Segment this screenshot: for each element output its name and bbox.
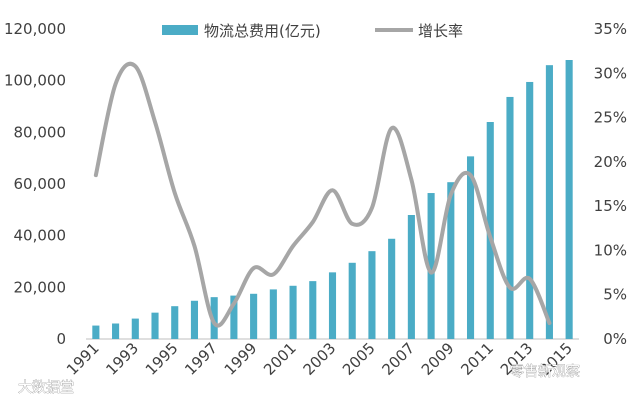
bar-1996 xyxy=(190,300,199,339)
left-tick-label: 100,000 xyxy=(4,72,66,90)
bar-2007 xyxy=(407,215,415,339)
watermark-left: 大数据堂 xyxy=(18,380,74,396)
x-tick-label: 2001 xyxy=(260,339,300,379)
bar-2001 xyxy=(289,285,297,339)
growth-rate-line xyxy=(93,61,552,328)
bar-2009 xyxy=(447,182,455,339)
left-tick-label: 40,000 xyxy=(14,227,67,245)
right-tick-label: 10% xyxy=(594,241,627,259)
x-tick-label: 2011 xyxy=(457,339,497,379)
legend-label-line: 增长率 xyxy=(418,22,463,40)
right-tick-label: 35% xyxy=(594,20,627,38)
bar-2004 xyxy=(348,262,356,339)
watermark-right: 零售新观察 xyxy=(510,363,580,380)
bar-2005 xyxy=(368,251,376,339)
left-axis-ticks: 0 20,000 40,000 60,000 80,000 100,000 120,000 xyxy=(4,20,66,348)
line-series xyxy=(93,61,552,328)
left-tick-label: 60,000 xyxy=(14,175,67,193)
bar-series xyxy=(92,60,573,340)
right-tick-label: 20% xyxy=(594,153,627,171)
x-tick-label: 2005 xyxy=(339,339,379,379)
bar-2012 xyxy=(506,96,514,339)
x-tick-label: 1995 xyxy=(142,339,182,379)
bar-2006 xyxy=(388,238,396,339)
x-tick-label: 1993 xyxy=(102,339,142,379)
bar-2008 xyxy=(427,193,435,339)
legend: 物流总费用(亿元) 增长率 xyxy=(162,22,463,40)
x-tick-label: 2007 xyxy=(378,339,418,379)
right-tick-label: 15% xyxy=(594,197,627,215)
bar-2014 xyxy=(545,65,553,340)
legend-label-bar: 物流总费用(亿元) xyxy=(204,22,321,40)
x-tick-label: 1997 xyxy=(181,339,221,379)
left-tick-label: 80,000 xyxy=(14,123,67,141)
bar-1993 xyxy=(131,318,139,339)
bar-1991 xyxy=(92,325,100,339)
bar-2002 xyxy=(309,281,317,339)
left-tick-label: 20,000 xyxy=(14,278,67,296)
bar-2003 xyxy=(328,272,337,339)
bar-2015 xyxy=(565,60,573,339)
legend-swatch-bar xyxy=(162,25,198,35)
bar-1997 xyxy=(210,297,218,339)
bar-1998 xyxy=(230,295,238,339)
x-tick-label: 2009 xyxy=(418,339,458,379)
bar-1999 xyxy=(250,293,258,339)
right-tick-label: 30% xyxy=(594,64,627,82)
bar-2011 xyxy=(486,122,494,339)
right-tick-label: 25% xyxy=(594,109,627,127)
right-tick-label: 0% xyxy=(603,330,627,348)
left-tick-label: 120,000 xyxy=(4,20,66,38)
bar-1995 xyxy=(171,306,179,339)
bar-2000 xyxy=(269,289,277,339)
right-axis-ticks: 0% 5% 10% 15% 20% 25% 30% 35% xyxy=(594,20,627,348)
bar-2013 xyxy=(526,81,534,340)
bar-1994 xyxy=(151,312,159,339)
left-tick-label: 0 xyxy=(56,330,66,348)
x-tick-label: 1999 xyxy=(221,339,261,379)
x-tick-label: 1991 xyxy=(63,339,103,379)
bar-2010 xyxy=(466,156,475,339)
x-axis-ticks: 1991 1993 1995 1997 1999 2001 2003 2005 2007 2009… xyxy=(63,339,576,379)
x-tick-label: 2003 xyxy=(300,339,340,379)
right-tick-label: 5% xyxy=(603,286,627,304)
bar-1992 xyxy=(112,323,120,339)
